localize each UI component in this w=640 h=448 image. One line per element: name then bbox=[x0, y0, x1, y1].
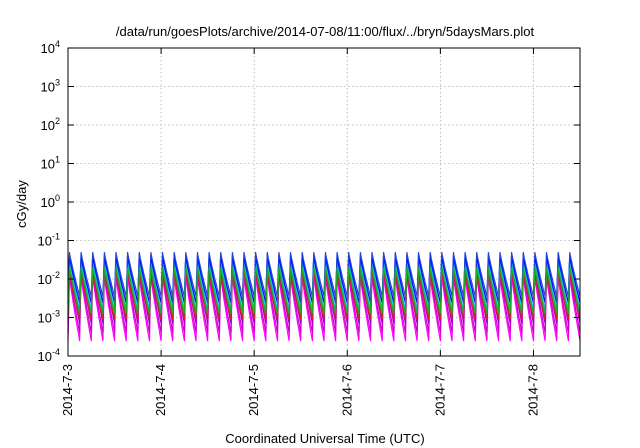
x-tick-label: 2014-7-7 bbox=[432, 364, 447, 416]
y-tick-label: 102 bbox=[41, 116, 60, 133]
x-tick-label: 2014-7-4 bbox=[153, 364, 168, 416]
y-tick-label: 101 bbox=[41, 155, 60, 172]
x-tick-label: 2014-7-6 bbox=[339, 364, 354, 416]
chart-title: /data/run/goesPlots/archive/2014-07-08/1… bbox=[116, 24, 535, 39]
y-tick-label: 10-2 bbox=[38, 270, 60, 287]
x-axis-label: Coordinated Universal Time (UTC) bbox=[225, 431, 424, 446]
x-tick-label: 2014-7-8 bbox=[525, 364, 540, 416]
series-lines bbox=[67, 251, 581, 342]
y-tick-label: 10-4 bbox=[38, 347, 60, 364]
y-tick-label: 10-1 bbox=[38, 232, 60, 249]
y-axis-ticks: 10-4 10-3 10-2 10-1 100 101 102 103 104 bbox=[38, 39, 580, 364]
series-line-0 bbox=[67, 276, 581, 342]
series-line-8 bbox=[67, 267, 581, 314]
x-tick-label: 2014-7-5 bbox=[246, 364, 261, 416]
y-axis-label: cGy/day bbox=[14, 180, 29, 228]
y-tick-label: 10-3 bbox=[38, 309, 60, 326]
y-tick-label: 104 bbox=[41, 39, 60, 56]
x-tick-label: 2014-7-3 bbox=[60, 364, 75, 416]
series-line-7 bbox=[67, 272, 581, 320]
x-axis-ticks: 2014-7-3 2014-7-4 2014-7-5 2014-7-6 2014-7-7… bbox=[60, 48, 540, 416]
series-line-1 bbox=[67, 271, 581, 334]
y-tick-label: 100 bbox=[41, 193, 60, 210]
y-tick-label: 103 bbox=[41, 78, 60, 95]
